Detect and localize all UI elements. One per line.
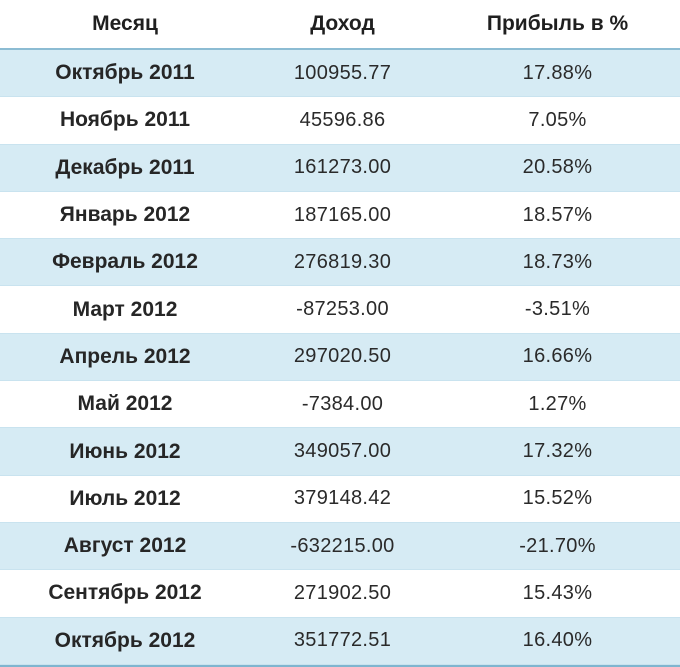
profit-cell: 15.43% — [522, 581, 593, 604]
profit-cell: 1.27% — [528, 392, 587, 415]
month-cell: Август 2012 — [63, 534, 187, 558]
income-cell: 271902.50 — [293, 581, 392, 604]
table-row: Июнь 2012 349057.00 17.32% — [0, 428, 680, 476]
table-row: Май 2012 -7384.00 1.27% — [0, 381, 680, 429]
table-header: Месяц Доход Прибыль в % — [0, 0, 680, 50]
profit-cell: 16.66% — [522, 345, 593, 368]
profit-cell: 15.52% — [522, 487, 593, 510]
month-cell: Февраль 2012 — [52, 250, 198, 274]
income-cell: 45596.86 — [299, 108, 386, 131]
table-row: Ноябрь 2011 45596.86 7.05% — [0, 97, 680, 145]
income-cell: 100955.77 — [293, 61, 392, 84]
income-cell: 161273.00 — [293, 156, 392, 179]
month-cell: Ноябрь 2011 — [59, 108, 191, 132]
table-row: Декабрь 2011 161273.00 20.58% — [0, 144, 680, 192]
profit-cell: 17.88% — [522, 61, 593, 84]
income-cell: -7384.00 — [301, 392, 384, 415]
table-row: Июль 2012 379148.42 15.52% — [0, 475, 680, 523]
month-cell: Октябрь 2011 — [55, 61, 195, 85]
income-cell: -87253.00 — [296, 298, 389, 321]
profit-cell: 16.40% — [522, 629, 593, 652]
month-cell: Декабрь 2011 — [55, 155, 195, 179]
header-month: Месяц — [92, 12, 158, 35]
income-cell: -632215.00 — [290, 534, 395, 557]
profit-cell: 17.32% — [522, 440, 593, 463]
profit-cell: 20.58% — [522, 156, 593, 179]
income-cell: 349057.00 — [293, 440, 392, 463]
table-row: Апрель 2012 297020.50 16.66% — [0, 333, 680, 382]
table-row: Сентябрь 2012 271902.50 15.43% — [0, 570, 680, 618]
income-cell: 351772.51 — [293, 629, 392, 652]
profit-cell: -3.51% — [524, 298, 591, 321]
profit-cell: 18.57% — [522, 203, 593, 226]
month-cell: Май 2012 — [77, 392, 173, 416]
table-row: Октябрь 2011 100955.77 17.88% — [0, 50, 680, 98]
profit-cell: -21.70% — [519, 534, 596, 557]
income-cell: 379148.42 — [293, 487, 392, 510]
profit-cell: 18.73% — [522, 250, 593, 273]
profit-cell: 7.05% — [528, 108, 587, 131]
income-cell: 187165.00 — [293, 203, 392, 226]
month-cell: Апрель 2012 — [59, 344, 191, 368]
table-row: Февраль 2012 276819.30 18.73% — [0, 239, 680, 287]
month-cell: Октябрь 2012 — [54, 628, 196, 652]
income-cell: 276819.30 — [293, 250, 392, 273]
month-cell: Январь 2012 — [59, 203, 191, 227]
income-cell: 297020.50 — [293, 345, 392, 368]
month-cell: Сентябрь 2012 — [48, 581, 202, 605]
table-row: Январь 2012 187165.00 18.57% — [0, 191, 680, 240]
table-row: Март 2012 -87253.00 -3.51% — [0, 286, 680, 334]
header-profit: Прибыль в % — [486, 12, 629, 35]
header-income: Доход — [310, 12, 375, 35]
table-row: Октябрь 2012 351772.51 16.40% — [0, 617, 680, 665]
month-cell: Март 2012 — [72, 297, 178, 321]
table-row: Август 2012 -632215.00 -21.70% — [0, 522, 680, 571]
month-cell: Июль 2012 — [69, 486, 181, 510]
month-cell: Июнь 2012 — [69, 439, 181, 463]
